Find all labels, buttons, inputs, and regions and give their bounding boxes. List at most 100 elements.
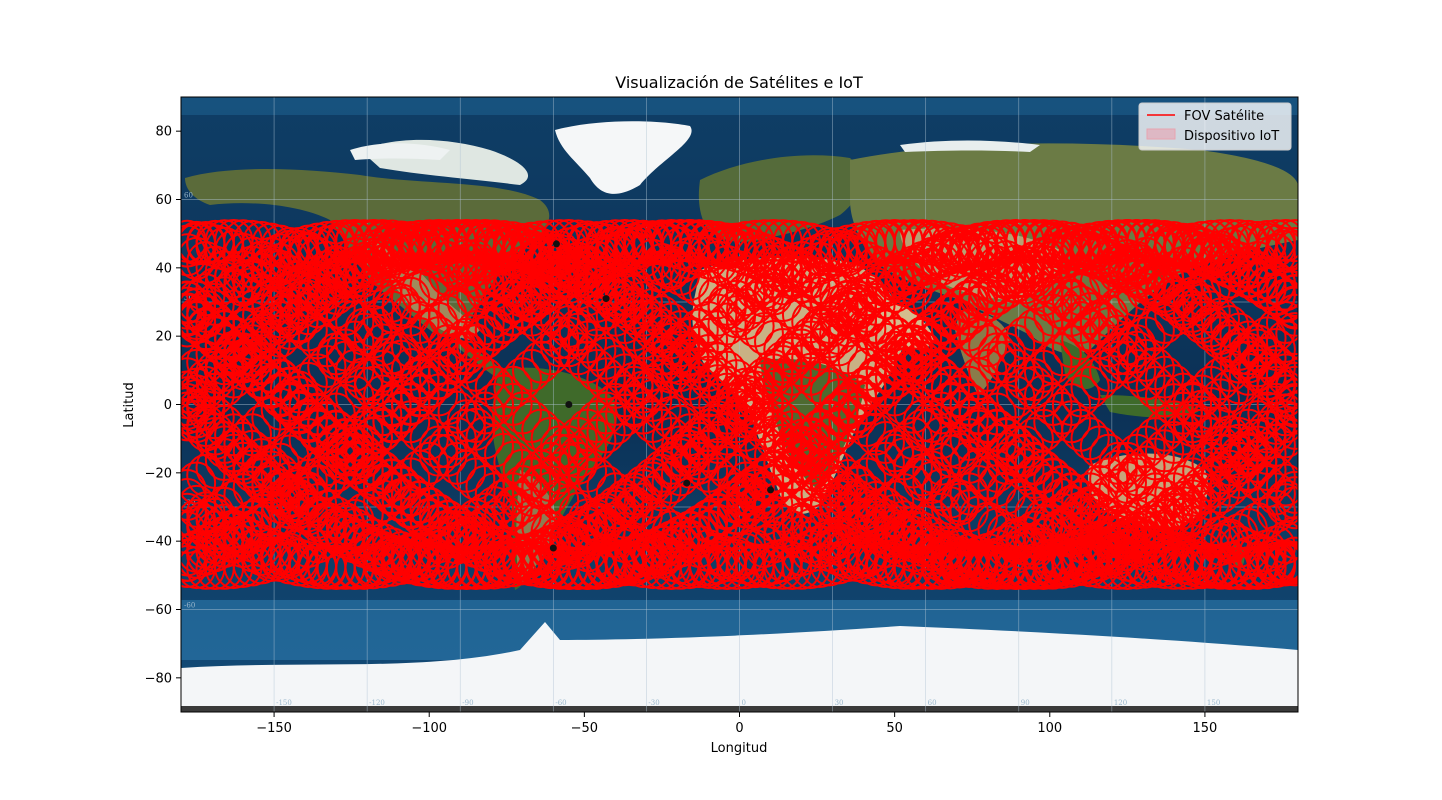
x-tick-label: −150 [256, 721, 292, 736]
fov-circle [902, 241, 943, 285]
map-lon-label: 30 [835, 699, 844, 707]
fov-circle [1275, 382, 1298, 426]
fov-circle [1042, 286, 1082, 330]
fov-circle [595, 501, 636, 545]
fov-circle [558, 241, 598, 285]
map-lon-label: 0 [742, 699, 746, 707]
fov-circle [800, 524, 840, 568]
fov-circle [791, 520, 831, 564]
map-lon-label: -150 [276, 699, 292, 707]
fov-circle [912, 546, 952, 590]
fov-circle [679, 220, 719, 264]
fov-circle [549, 246, 589, 290]
y-tick-label: 80 [155, 125, 172, 140]
fov-circle [1014, 219, 1054, 263]
fov-circle [521, 529, 561, 573]
fov-circle [539, 520, 580, 564]
fov-circle [642, 525, 682, 569]
fov-circle [986, 525, 1026, 569]
fov-circle [437, 245, 477, 289]
fov-circle [325, 515, 366, 559]
fov-circle [744, 240, 784, 284]
fov-circle [763, 504, 803, 548]
y-tick-label: −40 [145, 535, 172, 550]
x-tick-label: −100 [411, 721, 447, 736]
fov-circle [893, 417, 933, 461]
map-lat-label: 60 [184, 192, 193, 200]
fov-circle [493, 264, 533, 308]
fov-circle [735, 529, 775, 573]
fov-circle [726, 479, 766, 523]
legend-iot-swatch [1146, 128, 1176, 140]
fov-circle [1079, 482, 1120, 526]
fov-circle [223, 250, 263, 294]
fov-circle [484, 273, 524, 317]
fov-circle [1275, 273, 1298, 317]
fov-circle [1265, 393, 1298, 437]
x-tick-label: 100 [1037, 721, 1062, 736]
fov-circle [1275, 312, 1298, 356]
fov-circle [633, 529, 673, 573]
x-axis-label: Longitud [711, 741, 768, 756]
fov-circle [484, 479, 524, 523]
fov-circle [1051, 501, 1092, 545]
fov-circle [418, 503, 459, 547]
fov-circle [763, 249, 803, 293]
y-tick-label: −80 [145, 671, 172, 686]
fov-circle [1191, 236, 1231, 280]
fov-circle [940, 287, 980, 331]
fov-circle [214, 255, 254, 299]
y-tick-label: 20 [155, 330, 172, 345]
x-tick-label: −50 [571, 721, 598, 736]
fov-circle [660, 348, 701, 392]
fov-circle [181, 529, 217, 573]
fov-circle [977, 262, 1017, 306]
fov-circle [1275, 293, 1298, 337]
y-tick-label: −60 [145, 603, 172, 618]
fov-circle [586, 492, 626, 536]
iot-device-point [552, 240, 560, 248]
fov-circle [307, 504, 347, 548]
fov-circle [181, 236, 217, 280]
fov-circle [754, 244, 794, 288]
fov-circle [735, 236, 775, 280]
map-lat-label: 30 [184, 294, 193, 302]
fov-circle [1182, 374, 1222, 418]
fov-circle [865, 261, 905, 305]
fov-circle [316, 510, 356, 554]
fov-circle [1275, 229, 1298, 273]
fov-circle [1154, 264, 1194, 308]
fov-circle [660, 516, 701, 560]
iot-device-point [767, 486, 775, 494]
fov-circle [428, 240, 468, 284]
fov-circle [242, 241, 282, 285]
fov-circle [456, 546, 496, 590]
fov-circle [1275, 476, 1298, 520]
fov-circle [1265, 463, 1298, 507]
fov-circle [1247, 265, 1287, 309]
iot-device-point [683, 479, 691, 487]
fov-circle [1210, 244, 1250, 288]
fov-circle [232, 500, 272, 544]
fov-circle [353, 219, 393, 263]
fov-circle [232, 245, 272, 289]
fov-circle [474, 266, 514, 310]
fov-circle [530, 525, 570, 569]
fov-circle [642, 250, 682, 294]
fov-circle [1089, 240, 1129, 284]
fov-circle [1135, 266, 1175, 310]
y-tick-label: −20 [145, 466, 172, 481]
fov-circle [1117, 524, 1157, 568]
legend-box [1138, 102, 1292, 151]
fov-circle [996, 520, 1036, 564]
fov-circle [884, 250, 924, 294]
map-lon-label: 60 [928, 699, 937, 707]
y-tick-label: 40 [155, 261, 172, 276]
map-lon-label: -120 [369, 699, 385, 707]
y-axis: −80 −60 −40 −20 0 20 40 60 80 [145, 125, 181, 686]
fov-circle [1275, 536, 1298, 580]
fov-circle [1144, 273, 1185, 317]
